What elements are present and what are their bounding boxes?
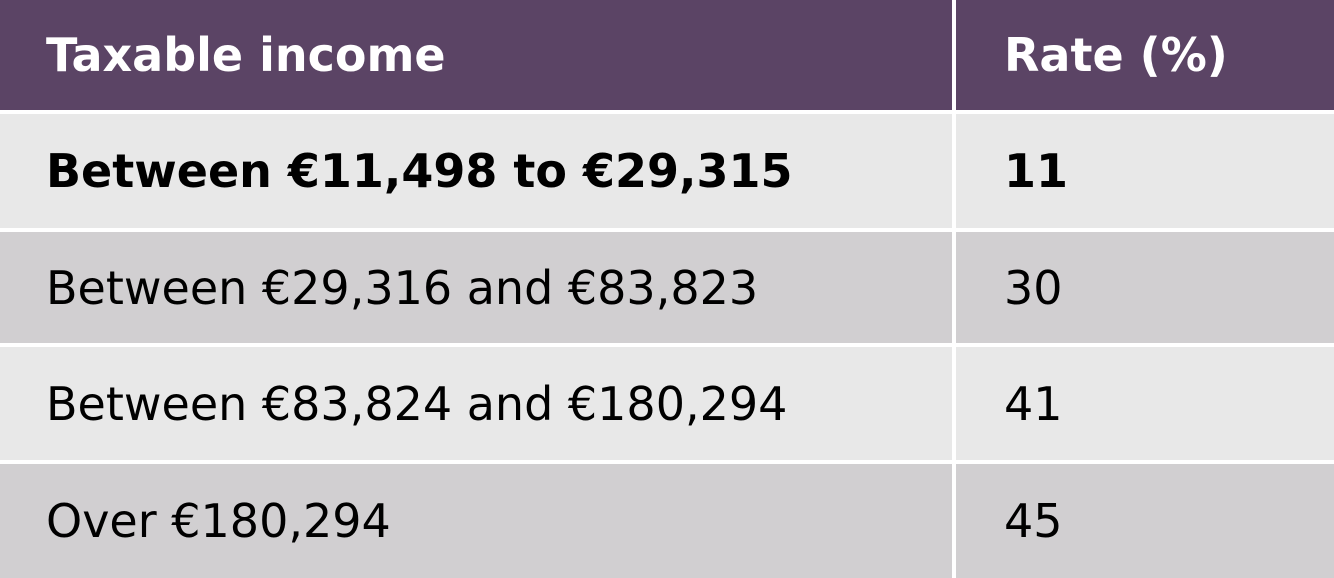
header-cell: Rate (%): [956, 0, 1334, 110]
table-cell: Between €29,316 and €83,823: [0, 232, 952, 343]
table-cell: 45: [956, 464, 1334, 578]
table-cell: Between €11,498 to €29,315: [0, 114, 952, 228]
header-cell: Taxable income: [0, 0, 952, 110]
table-cell: 11: [956, 114, 1334, 228]
table-cell: Between €83,824 and €180,294: [0, 347, 952, 460]
table-cell: 30: [956, 232, 1334, 343]
table-cell: Over €180,294: [0, 464, 952, 578]
table-cell: 41: [956, 347, 1334, 460]
